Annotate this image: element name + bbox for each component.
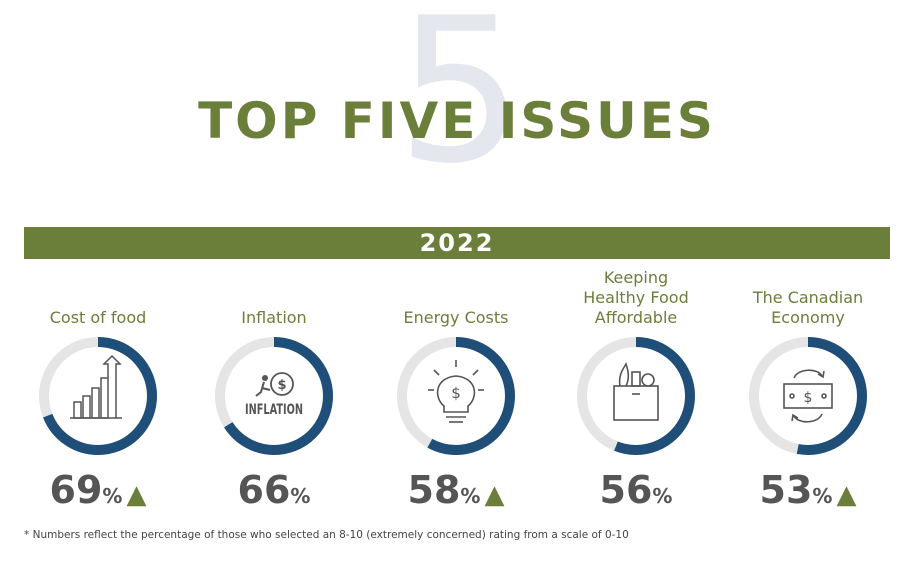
percent-value: 56% — [546, 468, 726, 512]
percent-symbol: % — [290, 484, 311, 508]
footnote: * Numbers reflect the percentage of thos… — [24, 529, 629, 541]
bar-chart-arrow-icon — [70, 354, 122, 419]
inflation-icon: $ INFLATION — [245, 372, 303, 418]
page-title: TOP FIVE ISSUES — [198, 92, 716, 150]
svg-text:$: $ — [277, 378, 286, 393]
percent-value: 58% ▲ — [366, 468, 546, 512]
donut-value-arc — [39, 337, 157, 455]
issue-label: The Canadian Economy — [752, 288, 864, 327]
percent-number: 66 — [237, 468, 291, 512]
lightbulb-dollar-icon: $ — [428, 360, 484, 423]
donut-chart: $ INFLATION — [215, 337, 333, 455]
issue-label: Energy Costs — [403, 308, 509, 327]
percent-symbol: % — [460, 484, 481, 508]
donut-value-arc — [749, 337, 867, 455]
donut-value-arc — [215, 337, 333, 455]
percent-number: 69 — [49, 468, 103, 512]
donut-value-arc — [577, 337, 695, 455]
issue-label: Keeping Healthy Food Affordable — [583, 268, 689, 327]
percent-number: 56 — [599, 468, 653, 512]
percent-symbol: % — [102, 484, 123, 508]
percent-value: 66% — [184, 468, 364, 512]
issue-label: Cost of food — [49, 308, 147, 327]
donut-chart — [39, 337, 157, 455]
percent-symbol: % — [812, 484, 833, 508]
donut-value-arc — [397, 337, 515, 455]
money-exchange-icon: $ — [783, 369, 833, 423]
svg-text:INFLATION: INFLATION — [245, 402, 303, 418]
up-arrow-icon: ▲ — [836, 480, 857, 510]
up-arrow-icon: ▲ — [126, 480, 147, 510]
percent-symbol: % — [652, 484, 673, 508]
donut-chart: $ — [749, 337, 867, 455]
percent-number: 58 — [407, 468, 461, 512]
donut-chart: $ — [397, 337, 515, 455]
year-banner: 2022 — [24, 227, 890, 259]
percent-number: 53 — [759, 468, 813, 512]
percent-value: 53% ▲ — [718, 468, 898, 512]
donut-chart — [577, 337, 695, 455]
up-arrow-icon: ▲ — [484, 480, 505, 510]
svg-text:$: $ — [451, 384, 461, 402]
background-five-numeral: 5 — [396, 0, 524, 208]
svg-text:$: $ — [804, 390, 813, 406]
issue-label: Inflation — [241, 308, 307, 327]
grocery-bag-icon — [613, 361, 659, 421]
percent-value: 69% ▲ — [8, 468, 188, 512]
